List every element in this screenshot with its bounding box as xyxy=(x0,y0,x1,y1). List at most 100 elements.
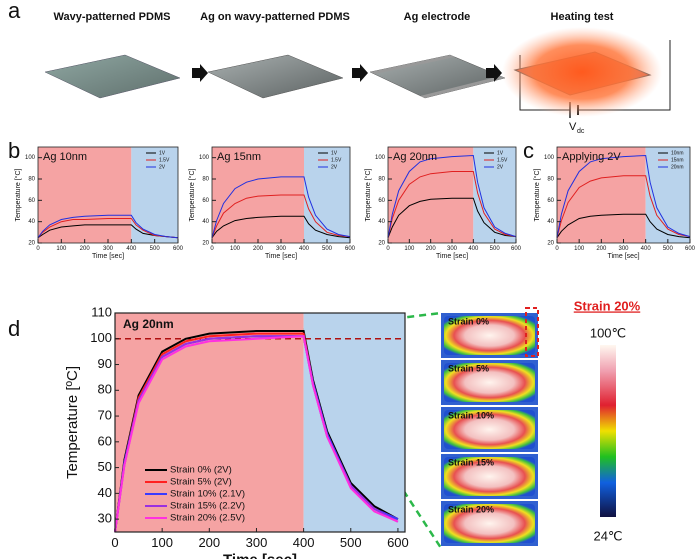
panel-label: d xyxy=(8,316,20,341)
x-tick-label: 300 xyxy=(246,535,268,550)
thermal-label: Strain 10% xyxy=(448,410,494,420)
y-axis-label: Temperature [°C] xyxy=(364,168,372,221)
legend-label: Strain 5% (2V) xyxy=(170,477,232,488)
thermal-label: Strain 0% xyxy=(448,316,489,326)
x-axis-label: Time [sec] xyxy=(92,253,124,260)
thermal-image xyxy=(444,316,535,355)
region xyxy=(115,313,304,532)
thermal-label: Strain 20% xyxy=(448,504,494,514)
strain-marker xyxy=(525,307,539,357)
x-axis-label: Time [sec] xyxy=(607,253,639,260)
y-tick-label: 100 xyxy=(90,330,112,345)
arrow xyxy=(192,64,208,82)
legend-label: 10nm xyxy=(671,150,684,156)
schematic xyxy=(44,27,671,118)
x-tick-label: 400 xyxy=(299,246,310,252)
scale-max: 100℃ xyxy=(590,325,626,340)
x-tick-label: 600 xyxy=(511,246,522,252)
y-tick-label: 100 xyxy=(199,155,210,161)
x-tick-label: 500 xyxy=(150,246,161,252)
chart-title: Ag 10nm xyxy=(43,151,87,163)
x-tick-label: 600 xyxy=(387,535,409,550)
chart-title: Ag 15nm xyxy=(217,151,261,163)
legend-label: 1.5V xyxy=(497,157,508,163)
step-label: Ag on wavy-patterned PDMS xyxy=(200,11,350,23)
legend-label: 2V xyxy=(331,164,338,170)
thermal-image xyxy=(444,457,535,496)
electrode xyxy=(420,76,505,98)
y-tick-label: 70 xyxy=(98,407,112,422)
x-tick-label: 100 xyxy=(151,535,173,550)
series-line xyxy=(556,175,691,238)
step-label: Heating test xyxy=(551,11,614,23)
legend-label: 2V xyxy=(159,164,166,170)
legend-label: 1.5V xyxy=(159,157,170,163)
x-tick-label: 500 xyxy=(490,246,501,252)
legend-label: 20nm xyxy=(671,164,684,170)
region xyxy=(303,313,405,532)
plot-frame xyxy=(114,312,406,533)
x-tick-label: 600 xyxy=(345,246,356,252)
x-tick-label: 300 xyxy=(618,246,629,252)
region xyxy=(557,147,646,243)
series-line xyxy=(387,154,517,238)
color-bar xyxy=(600,345,616,517)
thermal-label: Strain 5% xyxy=(448,363,489,373)
y-tick-label: 60 xyxy=(28,198,35,204)
step-label: Ag electrode xyxy=(404,11,471,23)
legend-label: 1V xyxy=(497,150,504,156)
electrode xyxy=(370,55,455,74)
y-tick-label: 50 xyxy=(98,459,112,474)
legend-label: Strain 0% (2V) xyxy=(170,465,232,476)
x-tick-label: 600 xyxy=(685,246,696,252)
y-tick-label: 20 xyxy=(547,241,554,247)
chart-title: Applying 2V xyxy=(562,151,621,163)
legend-label: Strain 20% (2.5V) xyxy=(170,513,245,524)
y-tick-label: 40 xyxy=(98,485,112,500)
y-tick-label: 40 xyxy=(28,219,35,225)
x-axis-label: Time [sec] xyxy=(223,552,297,559)
heat-glow xyxy=(502,27,662,117)
y-tick-label: 40 xyxy=(378,219,385,225)
x-tick-label: 200 xyxy=(596,246,607,252)
strain-title: Strain 20% xyxy=(574,298,641,313)
x-axis-label: Time [sec] xyxy=(265,253,297,260)
scale-min: 24℃ xyxy=(593,528,622,543)
x-tick-label: 100 xyxy=(56,246,67,252)
series-line xyxy=(114,335,399,533)
y-tick-label: 110 xyxy=(91,304,112,319)
legend-label: 2V xyxy=(497,164,504,170)
thermal-image xyxy=(444,363,535,402)
y-axis-label: Temperature [°C] xyxy=(533,168,541,221)
thermal-label: Strain 15% xyxy=(448,457,494,467)
legend-label: Strain 10% (2.1V) xyxy=(170,489,245,500)
series-line xyxy=(37,214,179,239)
series-line xyxy=(556,154,691,238)
thermal-images: Strain 0% Strain 5% Strain 10% Strain 15% St… xyxy=(441,313,538,546)
y-tick-label: 40 xyxy=(202,219,209,225)
x-tick-label: 200 xyxy=(198,535,220,550)
chart-title: Ag 20nm xyxy=(393,151,437,163)
y-tick-label: 100 xyxy=(25,155,36,161)
chart-title: Ag 20nm xyxy=(123,317,174,331)
voltage-sub: dc xyxy=(577,128,585,135)
y-tick-label: 60 xyxy=(378,198,385,204)
y-axis-label: Temperature [°C] xyxy=(188,168,196,221)
y-tick-label: 100 xyxy=(544,155,555,161)
series-line xyxy=(114,335,399,533)
pdms-film xyxy=(44,54,181,99)
y-tick-label: 60 xyxy=(202,198,209,204)
x-tick-label: 400 xyxy=(126,246,137,252)
y-tick-label: 80 xyxy=(28,177,35,183)
y-tick-label: 80 xyxy=(378,177,385,183)
x-tick-label: 300 xyxy=(276,246,287,252)
region xyxy=(131,147,178,243)
y-tick-label: 80 xyxy=(202,177,209,183)
series-line xyxy=(37,218,179,239)
x-axis-label: Time [sec] xyxy=(436,253,468,260)
y-tick-label: 30 xyxy=(98,511,112,526)
legend-label: 1.5V xyxy=(331,157,342,163)
x-tick-label: 600 xyxy=(173,246,184,252)
series-line xyxy=(211,215,351,239)
